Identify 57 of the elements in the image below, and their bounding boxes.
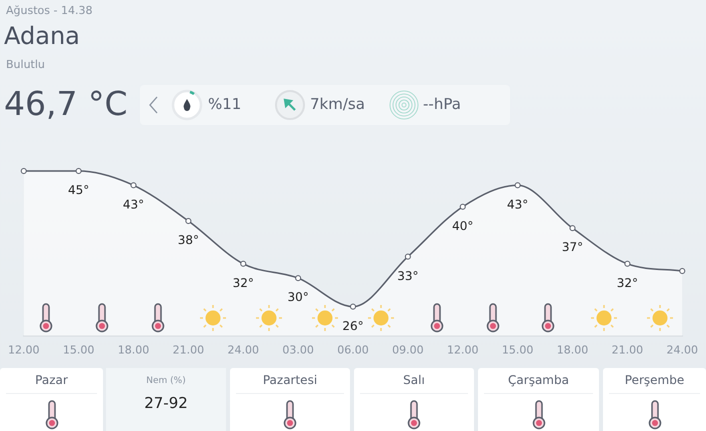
x-tick-label: 03.00 — [282, 343, 314, 356]
data-label: 32° — [232, 276, 254, 290]
data-label: 26° — [342, 318, 364, 333]
x-tick-label: 12.00 — [8, 343, 40, 356]
x-tick-label: 24.00 — [228, 343, 259, 356]
text: --hPa — [423, 95, 461, 113]
annotation: Pazartesi — [262, 373, 318, 387]
point — [76, 168, 82, 174]
point — [624, 260, 630, 267]
data-label: 37° — [562, 240, 584, 254]
humidity-card: Nem (%) 27-92 — [106, 368, 226, 431]
x-tick-label: 24.00 — [666, 343, 698, 356]
text: %11 — [208, 95, 242, 113]
point — [130, 182, 136, 188]
data-label: 43° — [506, 197, 528, 212]
day-card: Perşembe — [603, 368, 706, 431]
data-label: 43° — [122, 197, 144, 212]
data-label: 30° — [287, 290, 309, 304]
point — [570, 225, 576, 232]
x-tick-label: 06.00 — [337, 343, 369, 356]
data-label: 45° — [68, 183, 90, 198]
point — [679, 268, 686, 274]
point — [460, 204, 466, 210]
x-tick-label: 15.00 — [62, 343, 94, 356]
point — [514, 182, 521, 188]
text: Bulutlu — [6, 58, 45, 71]
annotation: Nem (%) — [145, 376, 187, 386]
data-label: 38° — [178, 233, 200, 248]
point — [404, 254, 411, 260]
day-card: Pazar — [0, 368, 103, 431]
annotation: Perşembe — [624, 373, 686, 387]
point — [20, 168, 27, 174]
text: 7km/sa — [310, 95, 365, 113]
x-tick-label: 21.00 — [172, 343, 204, 356]
day-card: Salı — [354, 368, 474, 431]
x-tick-label: 18.00 — [118, 343, 150, 356]
x-tick-label: 18.00 — [556, 343, 588, 356]
x-tick-label: 09.00 — [392, 343, 424, 356]
annotation: Salı — [402, 373, 426, 387]
point — [240, 260, 246, 267]
x-tick-label: 15.00 — [502, 343, 534, 356]
text: 46,7 °C — [4, 84, 128, 123]
chart-subtitle: Ağustos - 14.38 — [6, 4, 92, 17]
x-tick-label: 21.00 — [612, 343, 644, 356]
data-label: 40° — [452, 218, 474, 233]
annotation: 27-92 — [143, 394, 189, 412]
annotation: Çarşamba — [507, 373, 570, 387]
x-tick-label: 12.00 — [447, 343, 478, 356]
data-label: 33° — [397, 268, 419, 283]
point — [295, 275, 302, 282]
annotation: Pazar — [34, 373, 69, 387]
day-card: Pazartesi — [230, 368, 350, 431]
chart-title: Adana — [4, 22, 80, 50]
day-card: Çarşamba — [478, 368, 599, 431]
point — [350, 304, 356, 310]
data-label: 32° — [616, 276, 638, 290]
point — [185, 218, 192, 224]
